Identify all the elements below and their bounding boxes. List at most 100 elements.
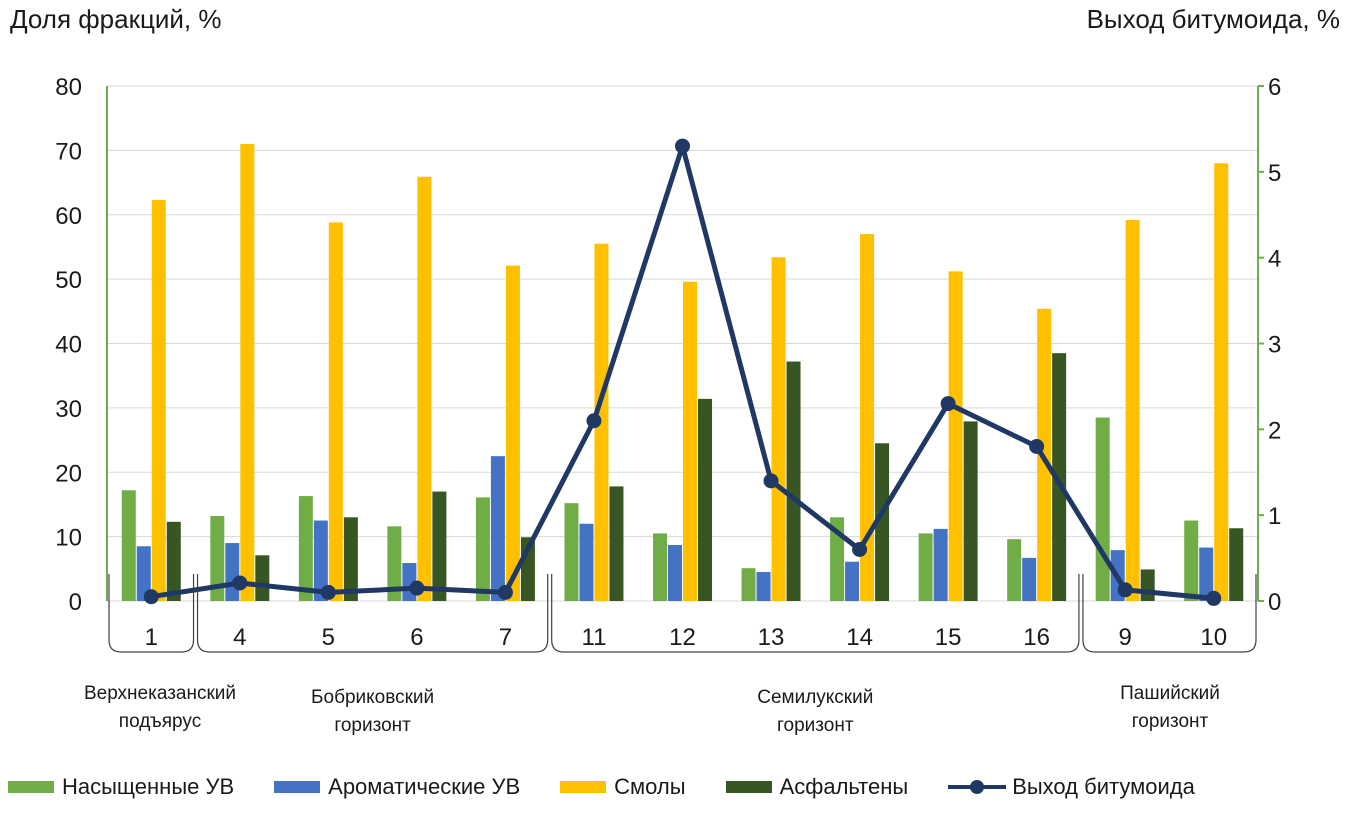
group-label-line: Семилукский: [757, 687, 874, 708]
legend-item-aromatic: Ароматические УВ: [274, 774, 520, 800]
bar-1-11: [564, 503, 579, 601]
y-left-tick-label: 80: [55, 74, 82, 101]
legend-item-saturated: Насыщенные УВ: [8, 774, 234, 800]
bar-1-12: [653, 533, 667, 601]
bitumoid-yield-point-14: [852, 542, 868, 557]
legend-label-resins: Смолы: [614, 774, 686, 799]
bitumoid-yield-point-4: [232, 575, 248, 591]
x-tick-label: 13: [758, 624, 785, 651]
y-left-tick-label: 30: [55, 396, 82, 423]
x-tick-label: 10: [1200, 624, 1227, 651]
y-right-tick-label: 5: [1268, 160, 1281, 187]
y-left-tick-label: 0: [69, 589, 82, 616]
bar-4-6: [432, 491, 447, 601]
group-label-line: горизонт: [334, 715, 411, 736]
legend: Насыщенные УВ Ароматические УВ Смолы Асф…: [8, 774, 1195, 800]
bar-4-4: [255, 555, 270, 601]
legend-item-asphaltenes: Асфальтены: [725, 774, 909, 800]
x-tick-label: 4: [233, 624, 246, 651]
group-bracket-2: [196, 574, 549, 653]
y-right-tick-label: 1: [1268, 503, 1281, 530]
bitumoid-yield-point-16: [1029, 439, 1045, 454]
group-label-line: Пашийский: [1120, 683, 1220, 704]
legend-swatch-resins: [560, 781, 607, 793]
y-right-tick-label: 3: [1268, 332, 1281, 359]
bar-3-12: [683, 281, 697, 601]
bitumoid-yield-point-7: [497, 584, 513, 600]
bar-4-14: [875, 443, 890, 601]
bar-1-16: [1007, 539, 1022, 601]
group-label-line: горизонт: [1131, 711, 1209, 732]
y-axis-left-title: Доля фракций, %: [10, 4, 222, 34]
legend-swatch-asphaltenes: [725, 781, 772, 793]
x-tick-label: 9: [1119, 624, 1132, 651]
bitumoid-yield-point-5: [320, 584, 336, 600]
bar-3-15: [948, 271, 963, 601]
bar-2-1: [136, 546, 151, 601]
y-left-tick-label: 60: [55, 203, 82, 230]
bar-1-6: [387, 526, 402, 601]
bar-2-16: [1022, 557, 1037, 601]
bar-2-12: [668, 544, 682, 601]
x-tick-label: 6: [410, 624, 423, 651]
bar-3-10: [1214, 163, 1229, 601]
bar-2-11: [579, 523, 594, 601]
bar-2-10: [1199, 547, 1214, 601]
y-axis-right-title: Выход битумоида, %: [1086, 4, 1340, 34]
bar-4-9: [1140, 569, 1155, 601]
y-left-tick-label: 20: [55, 460, 82, 487]
group-label-4: Пашийский горизонт: [1050, 680, 1290, 736]
legend-label-aromatic: Ароматические УВ: [328, 774, 521, 799]
bar-3-6: [417, 176, 432, 602]
bar-4-5: [343, 517, 358, 601]
legend-swatch-bitumoid-yield: [948, 780, 1007, 794]
bar-4-1: [166, 521, 181, 601]
y-left-tick-label: 70: [55, 138, 82, 165]
bar-3-9: [1125, 219, 1140, 601]
bar-1-10: [1184, 520, 1199, 601]
legend-label-asphaltenes: Асфальтены: [779, 774, 909, 799]
bar-1-14: [830, 517, 845, 601]
group-bracket-4: [1082, 574, 1257, 653]
y-left-tick-label: 10: [55, 525, 82, 552]
bar-2-5: [313, 520, 328, 601]
y-right-tick-label: 6: [1268, 74, 1281, 101]
bar-4-12: [698, 398, 712, 601]
bar-4-10: [1229, 528, 1244, 601]
bar-4-15: [963, 421, 978, 601]
bar-3-5: [328, 222, 343, 601]
bar-4-11: [609, 486, 624, 601]
group-label-line: Верхнеказанский: [83, 683, 237, 704]
bar-1-13: [741, 568, 756, 601]
bar-1-4: [210, 516, 225, 601]
bar-3-4: [240, 143, 255, 601]
group-label-line: Бобриковский: [311, 687, 435, 708]
y-right-tick-label: 4: [1268, 246, 1281, 273]
y-left-tick-label: 50: [55, 267, 82, 294]
group-bracket-1: [108, 574, 195, 653]
bar-2-13: [756, 572, 771, 601]
bar-2-7: [490, 456, 505, 601]
bitumoid-yield-point-15: [940, 396, 956, 412]
x-tick-label: 12: [669, 624, 696, 651]
x-tick-label: 5: [322, 624, 335, 651]
y-left-tick-label: 40: [55, 332, 82, 359]
bitumoid-yield-point-12: [675, 138, 690, 154]
bar-1-7: [475, 497, 490, 601]
legend-label-saturated: Насыщенные УВ: [62, 774, 235, 799]
bar-4-16: [1052, 353, 1067, 601]
bar-2-4: [225, 543, 240, 601]
legend-item-bitumoid-yield: Выход битумоида: [948, 774, 1195, 800]
bar-3-11: [594, 243, 609, 601]
x-tick-label: 16: [1023, 624, 1050, 651]
x-tick-label: 1: [145, 624, 158, 651]
bar-3-13: [771, 257, 786, 601]
y-right-tick-label: 0: [1268, 589, 1281, 616]
bitumoid-yield-point-9: [1117, 582, 1133, 598]
group-label-2: Бобриковский горизонт: [253, 684, 493, 740]
bar-3-1: [151, 199, 166, 601]
x-tick-label: 14: [846, 624, 873, 651]
legend-item-resins: Смолы: [560, 774, 686, 800]
bitumoid-yield-point-11: [586, 413, 602, 429]
